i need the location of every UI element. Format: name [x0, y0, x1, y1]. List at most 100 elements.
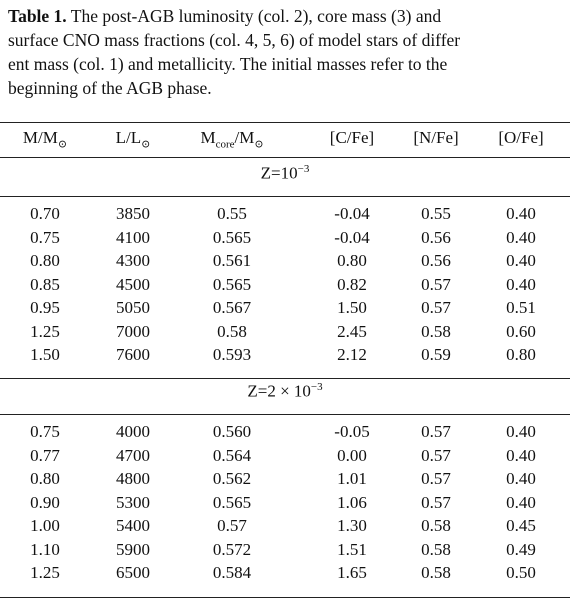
table-cell: 2.12 — [337, 345, 367, 364]
header-text: [C/Fe] — [329, 128, 375, 147]
superscript: −3 — [297, 163, 310, 175]
superscript: −3 — [310, 381, 323, 393]
caption-text: The post-AGB luminosity (col. 2), core m… — [70, 6, 442, 26]
table-cell: 0.82 — [337, 274, 367, 294]
table-cell: 0.70 — [30, 204, 60, 223]
table-cell: 0.40 — [506, 469, 536, 488]
table-cell: 0.95 — [30, 298, 60, 317]
table-cell: 0.45 — [506, 516, 536, 535]
header-text: M — [200, 128, 216, 147]
table-cell: 0.56 — [421, 251, 451, 270]
table-cell: 7000 — [116, 321, 150, 341]
table-cell: 0.584 — [212, 563, 252, 582]
table-cell: 0.57 — [421, 298, 451, 317]
rule — [0, 122, 570, 124]
table-cell: 0.567 — [212, 298, 252, 317]
table-cell: 0.58 — [217, 321, 247, 341]
rule — [0, 196, 570, 198]
table-cell: 1.50 — [30, 345, 60, 364]
table-cell: 5300 — [116, 492, 150, 512]
table-cell: 0.561 — [212, 251, 252, 270]
caption-line: surface CNO mass fractions (col. 4, 5, 6… — [8, 30, 461, 50]
table-cell: 0.565 — [212, 492, 252, 512]
table-cell: 0.80 — [30, 469, 60, 488]
column-header: Mcore/M⊙ — [200, 128, 263, 150]
table-cell: 0.75 — [30, 422, 60, 441]
table-cell: 1.50 — [337, 298, 367, 317]
rule — [0, 414, 570, 416]
table-cell: 0.85 — [30, 274, 60, 294]
table-cell: 0.40 — [506, 422, 536, 441]
table-cell: 0.57 — [421, 469, 451, 488]
table-cell: 5900 — [116, 539, 150, 559]
table-cell: 4100 — [116, 227, 150, 247]
table-cell: 0.51 — [506, 298, 536, 317]
table-cell: 0.56 — [421, 227, 451, 247]
table-cell: 0.565 — [212, 274, 252, 294]
table-cell: 1.01 — [337, 469, 367, 488]
table-cell: 0.40 — [506, 251, 536, 270]
caption-line: ent mass (col. 1) and metallicity. The i… — [8, 54, 448, 74]
table-cell: 1.06 — [337, 492, 367, 512]
table-cell: 0.57 — [421, 422, 451, 441]
table-cell: 0.58 — [421, 516, 451, 535]
rule — [0, 157, 570, 159]
column-header: L/L⊙ — [116, 128, 151, 150]
table-cell: 0.59 — [421, 345, 451, 364]
table-cell: 0.572 — [212, 539, 252, 559]
table-cell: 0.565 — [212, 227, 252, 247]
table-cell: 0.564 — [212, 445, 252, 465]
table-cell: 0.60 — [506, 321, 536, 341]
rule — [0, 597, 570, 599]
header-text: [O/Fe] — [498, 128, 544, 147]
subscript: core — [215, 138, 235, 151]
caption-line: beginning of the AGB phase. — [8, 78, 212, 98]
table-cell: 0.40 — [506, 445, 536, 465]
section-text: Z=2 × 10 — [247, 381, 311, 401]
table-cell: 0.55 — [217, 204, 247, 223]
table-cell: 1.65 — [337, 563, 367, 582]
table-cell: 0.75 — [30, 227, 60, 247]
table-cell: 0.00 — [337, 445, 367, 465]
table-cell: 0.80 — [337, 251, 367, 270]
table-cell: 6500 — [116, 563, 150, 582]
section-text: Z=10 — [260, 163, 298, 183]
table-cell: 0.40 — [506, 274, 536, 294]
table-cell: 4800 — [116, 469, 150, 488]
table-cell: 2.45 — [337, 321, 367, 341]
table-cell: 4000 — [116, 422, 150, 441]
column-header: [O/Fe] — [498, 128, 543, 148]
table-cell: 0.58 — [421, 539, 451, 559]
table-cell: 0.593 — [212, 345, 252, 364]
table-cell: 0.562 — [212, 469, 252, 488]
table-cell: 0.49 — [506, 539, 536, 559]
table-cell: 0.90 — [30, 492, 60, 512]
caption-label: Table 1. — [8, 6, 67, 26]
table-cell: 5050 — [116, 298, 150, 317]
table-cell: 1.25 — [30, 321, 60, 341]
column-header: [N/Fe] — [413, 128, 458, 148]
table-cell: 0.80 — [506, 345, 536, 364]
table-cell: 4300 — [116, 251, 150, 270]
table-cell: 0.57 — [421, 492, 451, 512]
subscript: ⊙ — [57, 138, 68, 151]
table-cell: 0.50 — [506, 563, 536, 582]
table-cell: 4500 — [116, 274, 150, 294]
table-cell: 0.80 — [30, 251, 60, 270]
table-cell: 0.57 — [421, 445, 451, 465]
table-cell: 1.00 — [30, 516, 60, 535]
column-header: [C/Fe] — [330, 128, 374, 148]
table-cell: 0.57 — [421, 274, 451, 294]
header-text: [N/Fe] — [413, 128, 459, 147]
table-cell: 0.58 — [421, 563, 451, 582]
table-cell: 1.51 — [337, 539, 367, 559]
table-cell: 0.40 — [506, 227, 536, 247]
table-cell: 0.77 — [30, 445, 60, 465]
header-text: L/L — [115, 128, 142, 147]
table-cell: 4700 — [116, 445, 150, 465]
table-cell: -0.05 — [334, 422, 370, 441]
table-cell: 1.30 — [337, 516, 367, 535]
rule — [0, 378, 570, 380]
table-cell: 0.40 — [506, 204, 536, 223]
